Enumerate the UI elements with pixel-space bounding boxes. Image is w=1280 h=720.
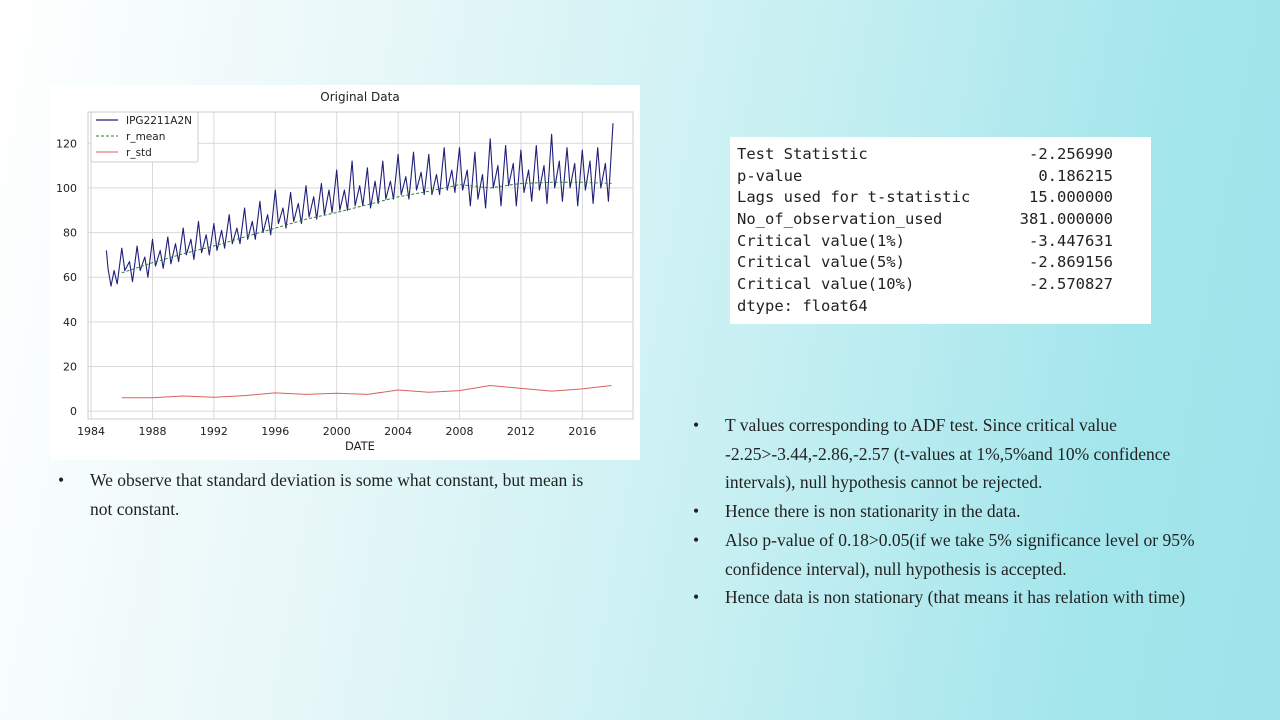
y-tick-label: 80 (63, 227, 77, 240)
adf-value: 0.186215 (1038, 167, 1113, 185)
adf-row: Critical value(10%) -2.570827 (737, 273, 1113, 295)
adf-value: -2.570827 (1029, 275, 1113, 293)
legend-entry-ipg: IPG2211A2N (126, 115, 192, 127)
adf-label: Lags used for t-statistic (737, 188, 971, 206)
y-tick-label: 60 (63, 271, 77, 284)
adf-result-table: Test Statistic -2.256990 p-value 0.186215 … (730, 137, 1151, 324)
bullet-item: Also p-value of 0.18>0.05(if we take 5% … (685, 526, 1195, 583)
adf-value: -3.447631 (1029, 232, 1113, 250)
x-tick-label: 2016 (568, 425, 596, 438)
observation-list: We observe that standard deviation is so… (50, 466, 595, 523)
chart-svg: Original Data 1984 1988 1992 1996 2000 2004 20… (56, 90, 634, 453)
original-data-chart: Original Data 1984 1988 1992 1996 2000 2004 20… (50, 85, 640, 460)
adf-label: Critical value(5%) (737, 253, 905, 271)
adf-label: No_of_observation_used (737, 210, 943, 228)
x-tick-label: 1988 (138, 425, 166, 438)
adf-row: p-value 0.186215 (737, 165, 1113, 187)
plot-frame (87, 111, 634, 420)
series-line-ipg2211a2n (105, 123, 614, 287)
adf-label: Test Statistic (737, 145, 868, 163)
x-tick-label: 1992 (200, 425, 228, 438)
adf-label: Critical value(10%) (737, 275, 915, 293)
adf-label: p-value (737, 167, 803, 185)
adf-value: 15.000000 (1029, 188, 1113, 206)
y-tick-label: 100 (56, 182, 77, 195)
x-tick-label: 2012 (507, 425, 535, 438)
adf-value: 381.000000 (1019, 210, 1113, 228)
adf-label: Critical value(1%) (737, 232, 905, 250)
adf-value: -2.256990 (1029, 145, 1113, 163)
adf-row: No_of_observation_used 381.000000 (737, 208, 1113, 230)
series-line-r-mean (121, 181, 612, 274)
conclusion-list: T values corresponding to ADF test. Sinc… (685, 411, 1195, 612)
adf-dtype-text: dtype: float64 (737, 297, 868, 315)
bullet-item: T values corresponding to ADF test. Sinc… (685, 411, 1195, 497)
y-tick-label: 120 (56, 137, 77, 150)
y-tick-label: 0 (70, 405, 77, 418)
bullet-item: Hence there is non stationarity in the d… (685, 497, 1195, 526)
bullet-item: Hence data is non stationary (that means… (685, 583, 1195, 612)
series-line-r-std (121, 385, 612, 399)
x-tick-label: 2008 (446, 425, 474, 438)
adf-value: -2.869156 (1029, 253, 1113, 271)
adf-row: Critical value(5%) -2.869156 (737, 251, 1113, 273)
chart-legend: IPG2211A2N r_mean r_std (90, 111, 199, 163)
bullet-item: We observe that standard deviation is so… (50, 466, 595, 523)
x-tick-label: 2004 (384, 425, 412, 438)
adf-row: Lags used for t-statistic 15.000000 (737, 186, 1113, 208)
legend-frame (90, 111, 199, 163)
legend-entry-r-mean: r_mean (126, 131, 165, 143)
x-tick-label: 1984 (77, 425, 105, 438)
chart-title: Original Data (320, 90, 399, 104)
adf-row: Critical value(1%) -3.447631 (737, 230, 1113, 252)
legend-entry-r-std: r_std (126, 147, 152, 159)
x-tick-label: 2000 (323, 425, 351, 438)
x-tick-label: 1996 (261, 425, 289, 438)
adf-dtype: dtype: float64 (737, 295, 1113, 317)
y-tick-label: 40 (63, 316, 77, 329)
x-axis-label: DATE (345, 439, 375, 453)
y-tick-label: 20 (63, 361, 77, 374)
adf-row: Test Statistic -2.256990 (737, 143, 1113, 165)
